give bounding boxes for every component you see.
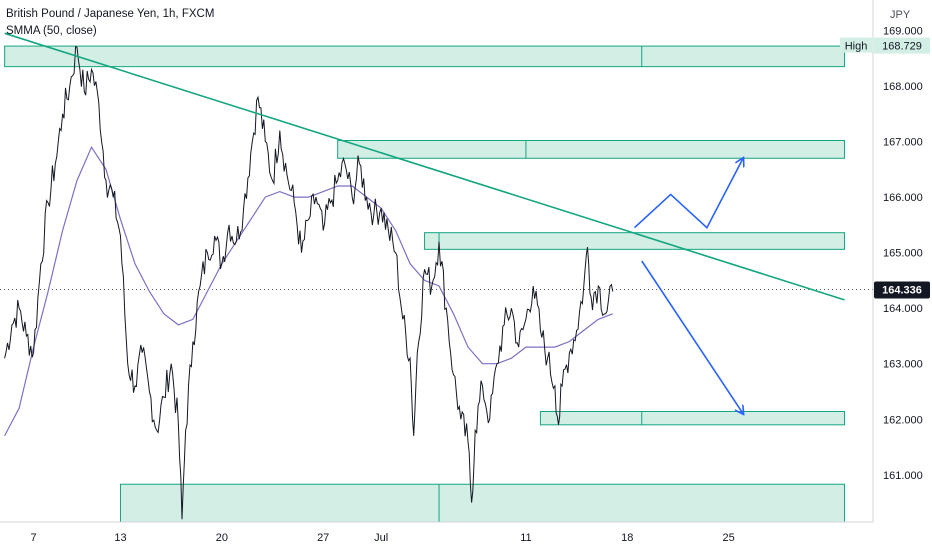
supply-demand-zone (539, 410, 845, 426)
x-tick-label: 20 (216, 532, 228, 544)
y-tick-label: 167.000 (883, 137, 923, 149)
high-label-box (840, 37, 873, 53)
high-label: High (845, 41, 868, 53)
supply-demand-zone (337, 139, 845, 159)
x-tick-label: 13 (114, 532, 126, 544)
x-tick-label: 18 (621, 532, 633, 544)
last-price-value: 164.336 (882, 285, 922, 297)
y-tick-label: 161.000 (883, 470, 923, 482)
y-tick-label: 166.000 (883, 192, 923, 204)
descending-trendline (4, 32, 845, 301)
y-tick-label: 168.000 (883, 81, 923, 93)
x-tick-label: 25 (723, 532, 735, 544)
x-tick-label: 7 (31, 532, 37, 544)
y-tick-label: 169.000 (883, 26, 923, 38)
bearish-projection-arrow (641, 260, 743, 414)
high-price-value: 168.729 (882, 41, 922, 53)
supply-demand-zone (424, 232, 845, 250)
price-axis-bg (873, 0, 932, 550)
indicator-label[interactable]: SMMA (50, close) (6, 25, 97, 37)
currency-label: JPY (890, 9, 911, 21)
supply-demand-zone (119, 483, 845, 523)
x-tick-label: 27 (317, 532, 329, 544)
y-tick-label: 165.000 (883, 248, 923, 260)
y-tick-label: 162.000 (883, 414, 923, 426)
time-axis-bg (0, 522, 932, 550)
symbol-title[interactable]: British Pound / Japanese Yen, 1h, FXCM (6, 8, 215, 20)
last-price-badge (874, 281, 930, 299)
bullish-projection-arrow (633, 158, 744, 229)
price-series (4, 45, 614, 520)
y-tick-label: 164.000 (883, 303, 923, 315)
supply-demand-zone (4, 45, 845, 68)
y-tick-label: 163.000 (883, 359, 923, 371)
high-price-badge (874, 37, 930, 54)
x-tick-label: 11 (520, 532, 531, 544)
chart-legend: British Pound / Japanese Yen, 1h, FXCM S… (6, 6, 214, 40)
x-tick-label: Jul (374, 532, 388, 544)
smma-line (4, 145, 614, 437)
